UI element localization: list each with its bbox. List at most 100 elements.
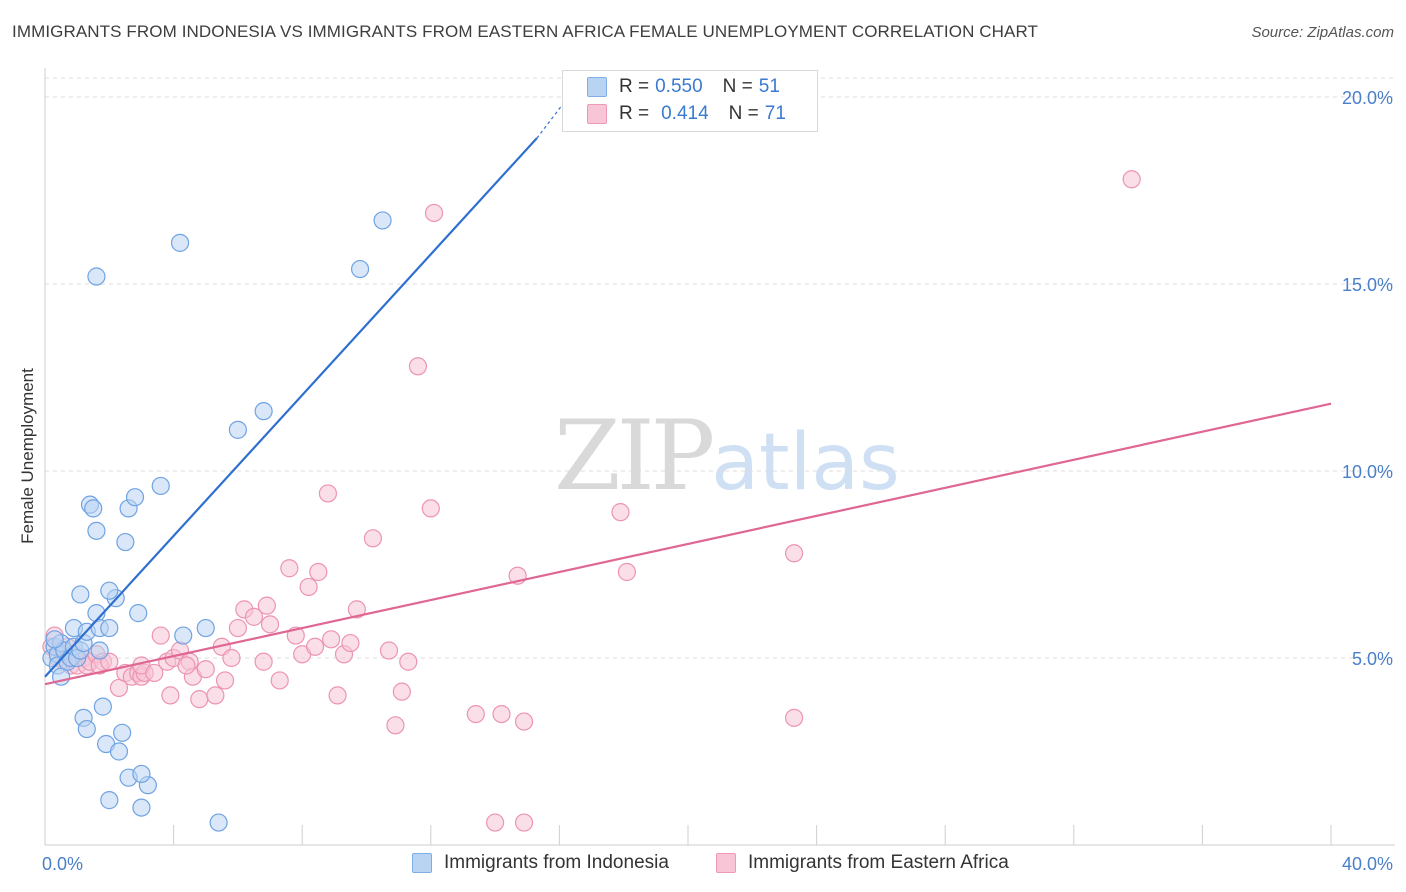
data-point-eastern-africa bbox=[228, 618, 247, 638]
data-point-eastern-africa bbox=[611, 503, 630, 522]
data-point-indonesia bbox=[174, 626, 193, 645]
data-point-indonesia bbox=[109, 742, 129, 761]
data-point-indonesia bbox=[71, 585, 90, 604]
data-point-indonesia bbox=[350, 259, 370, 279]
data-point-eastern-africa bbox=[270, 671, 289, 690]
legend-item-indonesia[interactable]: Immigrants from Indonesia bbox=[412, 852, 669, 874]
data-point-eastern-africa bbox=[408, 357, 428, 376]
data-point-indonesia bbox=[373, 211, 392, 230]
watermark: ZIPatlas bbox=[554, 400, 900, 512]
data-point-eastern-africa bbox=[299, 577, 318, 597]
legend-swatch-pink bbox=[716, 853, 736, 873]
data-point-eastern-africa bbox=[309, 562, 328, 582]
data-point-indonesia bbox=[125, 488, 145, 507]
data-point-indonesia bbox=[228, 420, 247, 439]
data-point-eastern-africa bbox=[399, 652, 418, 671]
data-point-eastern-africa bbox=[254, 652, 273, 671]
data-point-indonesia bbox=[87, 267, 106, 286]
legend-item-eastern-africa[interactable]: Immigrants from Eastern Africa bbox=[716, 852, 1009, 874]
data-point-eastern-africa bbox=[196, 660, 215, 679]
data-point-eastern-africa bbox=[347, 600, 366, 619]
data-point-eastern-africa bbox=[177, 656, 196, 675]
legend-swatch-blue bbox=[412, 853, 432, 873]
data-point-indonesia bbox=[209, 813, 228, 832]
data-point-eastern-africa bbox=[421, 499, 440, 518]
legend-swatch-blue bbox=[587, 77, 607, 97]
series-indonesia-points bbox=[42, 211, 392, 832]
data-point-indonesia bbox=[100, 791, 119, 810]
data-point-eastern-africa bbox=[486, 813, 505, 832]
x-tick-label: 0.0% bbox=[42, 854, 83, 874]
x-tick-label: 40.0% bbox=[1342, 854, 1393, 874]
data-point-indonesia bbox=[132, 764, 151, 784]
legend-r-value: 0.414 bbox=[661, 103, 709, 124]
data-point-eastern-africa bbox=[328, 686, 347, 705]
y-tick-label: 10.0% bbox=[1342, 462, 1393, 482]
data-point-eastern-africa bbox=[145, 663, 164, 683]
series-eastern-africa-points bbox=[42, 170, 1141, 832]
trend-line-indonesia-extension bbox=[536, 104, 564, 139]
data-point-eastern-africa bbox=[206, 686, 225, 705]
data-point-eastern-africa bbox=[109, 678, 129, 698]
data-point-indonesia bbox=[196, 618, 215, 638]
data-point-eastern-africa bbox=[379, 641, 399, 660]
legend-n-label: N = bbox=[728, 103, 759, 124]
data-point-indonesia bbox=[132, 798, 151, 817]
legend-n-label: N = bbox=[722, 76, 753, 97]
data-point-indonesia bbox=[87, 521, 106, 540]
legend-n-value: 51 bbox=[758, 76, 780, 97]
data-point-indonesia bbox=[77, 719, 96, 739]
data-point-eastern-africa bbox=[244, 607, 264, 626]
trend-lines bbox=[44, 104, 1332, 686]
data-point-indonesia bbox=[151, 476, 170, 496]
trend-line-eastern-africa bbox=[44, 402, 1332, 686]
data-point-eastern-africa bbox=[260, 615, 280, 634]
data-point-eastern-africa bbox=[784, 544, 804, 563]
data-point-eastern-africa bbox=[514, 813, 534, 832]
data-point-eastern-africa bbox=[1122, 170, 1141, 189]
axes bbox=[44, 68, 1395, 846]
chart-title: IMMIGRANTS FROM INDONESIA VS IMMIGRANTS … bbox=[12, 22, 1039, 41]
grid-lines bbox=[45, 77, 1395, 659]
source-credit: Source: ZipAtlas.com bbox=[1251, 24, 1394, 41]
y-tick-label: 20.0% bbox=[1342, 88, 1393, 108]
data-point-eastern-africa bbox=[514, 712, 534, 731]
data-point-eastern-africa bbox=[363, 529, 383, 548]
data-point-eastern-africa bbox=[161, 686, 180, 705]
data-point-indonesia bbox=[45, 630, 64, 649]
data-point-eastern-africa bbox=[492, 704, 511, 724]
data-point-indonesia bbox=[170, 233, 190, 252]
data-point-indonesia bbox=[84, 499, 103, 518]
trend-line-indonesia bbox=[44, 137, 538, 678]
legend-row-eastern-africa: R = 0.414 N = 71 bbox=[587, 102, 786, 126]
data-point-eastern-africa bbox=[784, 708, 804, 727]
legend-label-eastern-africa: Immigrants from Eastern Africa bbox=[748, 852, 1009, 873]
data-point-eastern-africa bbox=[151, 626, 170, 645]
tick-labels: 5.0% 10.0% 15.0% 20.0% 0.0% 40.0% bbox=[42, 88, 1393, 874]
data-point-indonesia bbox=[100, 618, 119, 638]
series-legend: Immigrants from Indonesia Immigrants fro… bbox=[0, 852, 1406, 878]
data-point-eastern-africa bbox=[322, 630, 341, 649]
data-point-eastern-africa bbox=[341, 633, 360, 653]
legend-n-value: 71 bbox=[764, 103, 786, 124]
data-point-eastern-africa bbox=[222, 648, 241, 668]
data-point-indonesia bbox=[90, 641, 109, 660]
legend-label-indonesia: Immigrants from Indonesia bbox=[444, 852, 669, 873]
data-point-eastern-africa bbox=[424, 203, 444, 223]
legend-r-value: 0.550 bbox=[655, 76, 703, 97]
legend-row-indonesia: R = 0.550 N = 51 bbox=[587, 75, 780, 99]
data-point-eastern-africa bbox=[617, 562, 637, 582]
legend-r-label: R = bbox=[619, 76, 650, 97]
legend-swatch-pink bbox=[587, 104, 607, 124]
correlation-legend: R = 0.550 N = 51 R = 0.414 N = 71 bbox=[562, 70, 818, 132]
data-point-indonesia bbox=[93, 697, 112, 716]
data-point-eastern-africa bbox=[190, 690, 209, 709]
watermark-atlas: atlas bbox=[711, 418, 900, 508]
y-tick-label: 15.0% bbox=[1342, 275, 1393, 295]
watermark-zip: ZIP bbox=[554, 400, 715, 512]
data-point-indonesia bbox=[113, 723, 132, 742]
data-point-indonesia bbox=[116, 532, 135, 552]
data-point-eastern-africa bbox=[318, 484, 338, 503]
data-point-indonesia bbox=[129, 604, 148, 623]
